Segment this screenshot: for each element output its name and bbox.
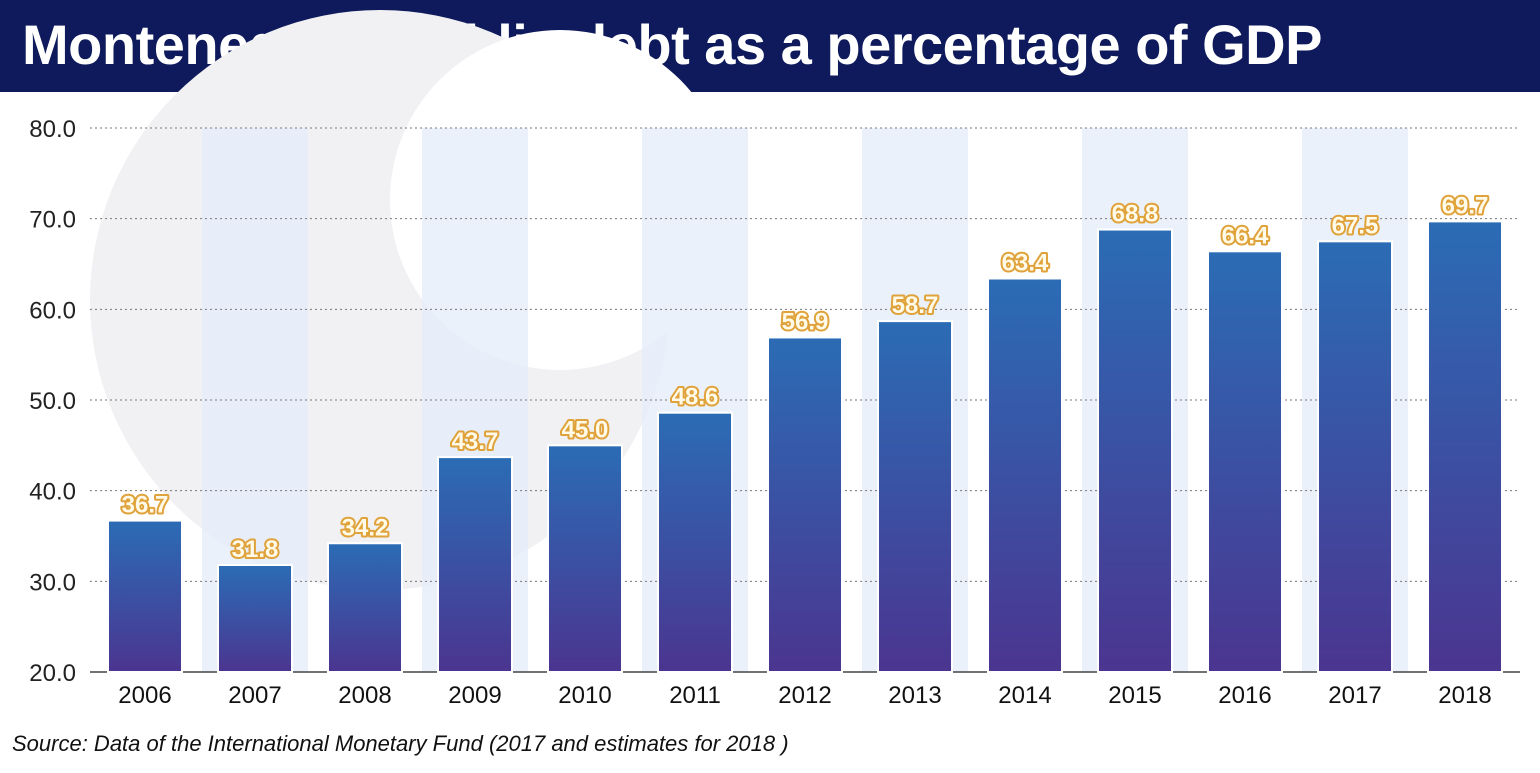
bar-2013 [877, 320, 953, 673]
background-watermark [90, 10, 730, 590]
bar-2012 [767, 336, 843, 673]
x-tick-label-2010: 2010 [558, 682, 611, 709]
value-label-2018: 69.7 [1442, 192, 1489, 219]
bar-2014 [987, 277, 1063, 673]
source-note: Source: Data of the International Moneta… [12, 731, 789, 756]
y-tick-label: 50.0 [29, 388, 76, 415]
y-tick-label: 80.0 [29, 116, 76, 143]
value-label-2014: 63.4 [1002, 250, 1049, 277]
x-tick-label-2012: 2012 [778, 682, 831, 709]
x-tick-label-2016: 2016 [1218, 682, 1271, 709]
bar-2017 [1317, 240, 1393, 673]
y-tick-label: 30.0 [29, 569, 76, 596]
x-tick-label-2006: 2006 [118, 682, 171, 709]
x-tick-label-2015: 2015 [1108, 682, 1161, 709]
bar-2009 [437, 456, 513, 673]
bars [107, 220, 1503, 674]
y-axis-ticks: 20.0 30.0 40.0 50.0 60.0 70.0 80.0 [29, 116, 76, 687]
x-tick-label-2007: 2007 [228, 682, 281, 709]
x-tick-label-2018: 2018 [1438, 682, 1491, 709]
bar-2006 [107, 519, 183, 673]
y-tick-label: 20.0 [29, 660, 76, 687]
y-tick-label: 40.0 [29, 479, 76, 506]
x-tick-label-2009: 2009 [448, 682, 501, 709]
x-tick-label-2017: 2017 [1328, 682, 1381, 709]
value-label-2011: 48.6 [672, 384, 719, 411]
value-label-2016: 66.4 [1222, 222, 1269, 249]
y-tick-label: 60.0 [29, 297, 76, 324]
bar-2018 [1427, 220, 1503, 674]
x-tick-label-2013: 2013 [888, 682, 941, 709]
value-label-2015: 68.8 [1112, 201, 1159, 228]
bar-2008 [327, 542, 403, 674]
bar-2015 [1097, 228, 1173, 673]
value-label-2013: 58.7 [892, 292, 939, 319]
x-tick-label-2014: 2014 [998, 682, 1051, 709]
bar-2016 [1207, 250, 1283, 673]
bar-2007 [217, 564, 293, 673]
value-label-2006: 36.7 [122, 492, 169, 519]
bar-2010 [547, 444, 623, 674]
x-tick-label-2008: 2008 [338, 682, 391, 709]
value-label-2007: 31.8 [232, 536, 279, 563]
x-axis-ticks: 2006 2007 2008 2009 2010 2011 2012 2013 2014 2015… [118, 682, 1491, 709]
value-labels: 36.7 31.8 34.2 43.7 45.0 48.6 56.9 58.7 63.4 68.8… [120, 190, 1491, 565]
value-label-2008: 34.2 [342, 514, 389, 541]
value-label-2012: 56.9 [782, 308, 829, 335]
x-tick-label-2011: 2011 [669, 682, 721, 709]
value-label-2010: 45.0 [562, 416, 609, 443]
value-label-2017: 67.5 [1332, 212, 1379, 239]
bar-2011 [657, 411, 733, 673]
value-label-2009: 43.7 [452, 428, 499, 455]
y-tick-label: 70.0 [29, 207, 76, 234]
